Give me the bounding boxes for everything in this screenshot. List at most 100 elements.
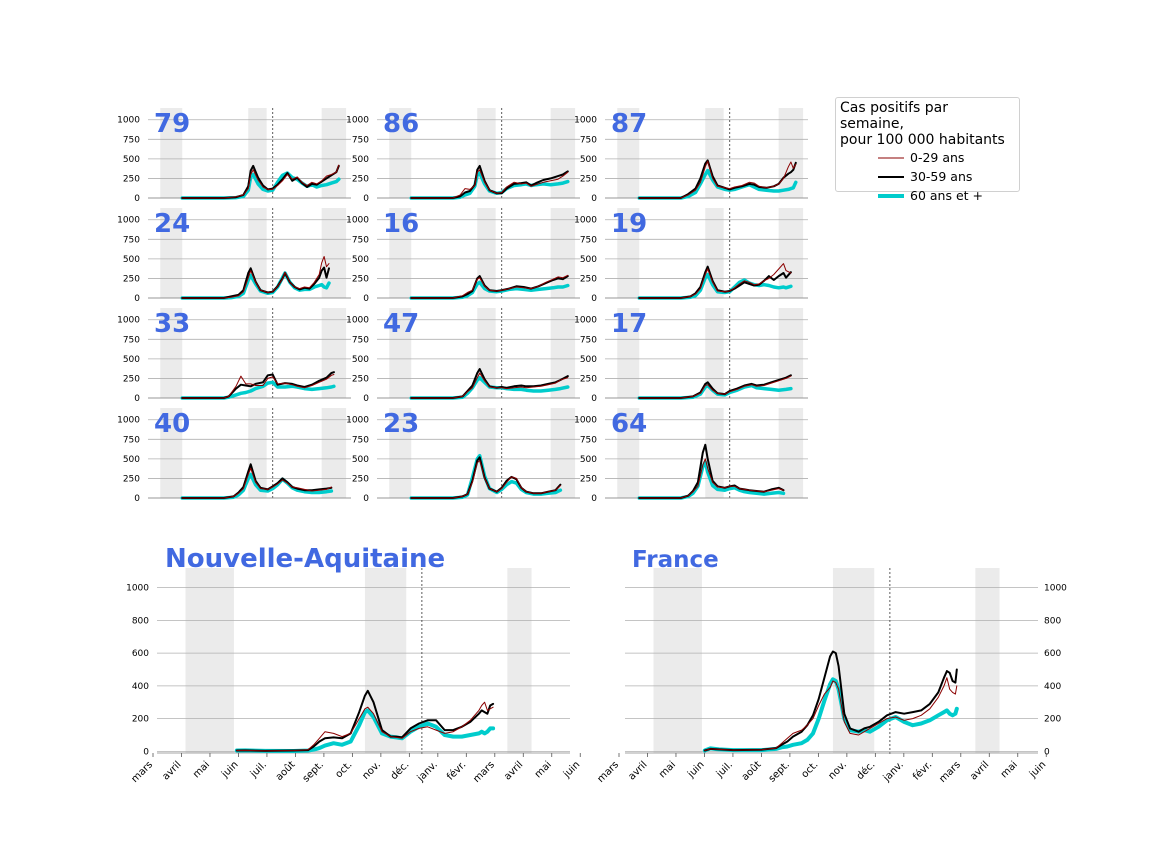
y-tick-label: 500 [123,455,140,465]
shaded-period [705,308,724,398]
legend-title-line-2: pour 100 000 habitants [840,132,1005,148]
y-tick-label: 500 [123,355,140,365]
series-line-young [410,372,569,399]
x-tick-label: févr. [444,759,468,783]
y-tick-label: 250 [580,474,597,484]
y-tick-label: 0 [134,294,140,304]
panel-79: 0 250 500 750 1000 79 [117,108,351,204]
y-tick-label: 500 [352,355,369,365]
series-line-old [637,272,793,300]
y-tick-label: 600 [132,649,149,659]
legend-swatch-mid [878,175,904,178]
panel-title: 40 [154,409,190,439]
y-tick-label: 0 [1044,747,1050,757]
x-tick-label: mars [130,759,156,785]
panel-title: 16 [383,209,419,239]
series-line-old [637,168,798,200]
y-tick-label: 250 [123,174,140,184]
panel-title: 86 [383,109,419,139]
y-tick-label: 0 [143,747,149,757]
series-line-young [410,169,569,199]
shaded-period [617,208,640,298]
y-tick-label: 750 [580,435,597,445]
y-tick-label: 500 [580,255,597,265]
panel-title: 23 [383,409,419,439]
y-tick-label: 250 [352,374,369,384]
series-line-mid [638,265,792,299]
y-tick-label: 750 [123,135,140,145]
y-tick-label: 750 [580,335,597,345]
y-tick-label: 250 [580,374,597,384]
series-line-old [637,460,786,500]
legend-label-old: 60 ans et + [910,188,983,203]
series-line-young [181,374,335,399]
y-tick-label: 250 [580,274,597,284]
y-tick-label: 0 [591,494,597,504]
y-tick-label: 250 [352,274,369,284]
panel-87: 0 250 500 750 1000 87 [574,108,808,204]
shaded-period [778,308,804,398]
x-tick-label: juin [1027,759,1048,780]
y-tick-label: 250 [123,474,140,484]
x-tick-label: janv. [881,759,906,784]
y-tick-label: 750 [580,135,597,145]
panel-86: 0 250 500 750 1000 86 [346,108,580,204]
y-tick-label: 0 [134,494,140,504]
y-tick-label: 500 [352,455,369,465]
y-tick-label: 500 [580,355,597,365]
panel-title: France [632,547,719,573]
series-line-young [181,467,332,499]
y-tick-label: 0 [363,394,369,404]
y-tick-label: 1000 [574,216,597,226]
y-tick-label: 1000 [346,216,369,226]
x-tick-label: mai [533,759,554,780]
panel-16: 0 250 500 750 1000 16 [346,208,580,304]
x-tick-label: févr. [910,759,934,783]
x-tick-label: avril [502,759,525,782]
shaded-period [160,308,183,398]
x-tick-label: nov. [827,759,849,781]
panel-40: 0 250 500 750 1000 40 [117,408,351,504]
shaded-period [975,568,1000,753]
panel-47: 0 250 500 750 1000 47 [346,308,580,404]
y-tick-label: 1000 [117,116,140,126]
y-tick-label: 250 [123,374,140,384]
panel-title: Nouvelle-Aquitaine [165,544,445,574]
legend-label-young: 0-29 ans [910,150,965,165]
y-tick-label: 500 [580,155,597,165]
y-tick-label: 0 [134,394,140,404]
y-tick-label: 750 [352,335,369,345]
x-tick-label: avril [968,759,991,782]
y-tick-label: 0 [363,194,369,204]
shaded-period [389,208,412,298]
series-line-young [638,160,797,199]
y-tick-label: 500 [580,455,597,465]
x-tick-label: août [739,759,763,783]
x-tick-label: mars [937,759,963,785]
shaded-period [321,308,347,398]
shaded-period [550,408,576,498]
y-tick-label: 500 [352,155,369,165]
y-tick-label: 250 [352,174,369,184]
series-line-mid [410,368,569,399]
y-tick-label: 0 [591,394,597,404]
series-line-young [236,701,494,752]
shaded-period [160,108,183,198]
shaded-period [160,208,183,298]
series-line-young [181,256,330,299]
y-tick-label: 250 [352,474,369,484]
shaded-period [389,308,412,398]
y-tick-label: 0 [591,294,597,304]
y-tick-label: 750 [123,435,140,445]
shaded-period [550,308,576,398]
series-line-old [180,171,341,200]
y-tick-label: 750 [580,235,597,245]
legend-swatch-young [878,157,904,158]
legend-swatch-old [878,193,904,198]
shaded-period [321,408,347,498]
y-tick-label: 1000 [117,416,140,426]
shaded-period [550,208,576,298]
shaded-period [617,408,640,498]
y-tick-label: 1000 [126,584,149,594]
legend-entry-young: 0-29 ans [840,148,1015,167]
